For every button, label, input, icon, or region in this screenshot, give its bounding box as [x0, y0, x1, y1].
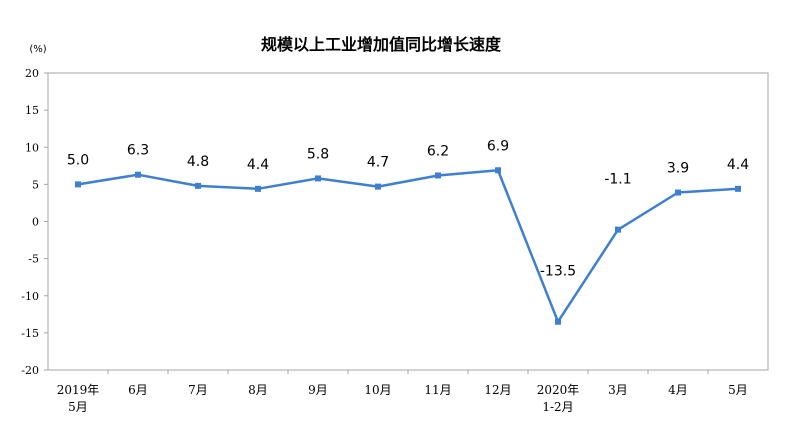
data-point	[315, 175, 321, 182]
x-tick-label: 11月	[424, 383, 451, 397]
data-point	[675, 189, 681, 196]
x-tick-label: 4月	[668, 383, 688, 397]
x-tick-label: 6月	[128, 383, 148, 397]
data-point	[375, 183, 381, 190]
data-label: 6.3	[127, 143, 149, 159]
x-tick-label-line: 5月	[68, 400, 88, 414]
x-tick-label-line: 8月	[248, 383, 268, 397]
x-tick-label: 3月	[608, 383, 628, 397]
data-point	[135, 171, 141, 178]
data-point	[435, 172, 441, 179]
x-tick-label-line: 6月	[128, 383, 148, 397]
data-label: 4.8	[187, 154, 209, 170]
y-tick-label: -10	[21, 290, 39, 303]
x-tick-label-line: 3月	[608, 383, 628, 397]
x-tick-label: 10月	[364, 383, 391, 397]
x-tick-label: 2019年 5月	[57, 383, 100, 414]
data-labels: 5.0 6.3 4.8 4.4 5.8 4.7 6.2 6.9 -13.5 -1.1 3.9 4.4	[67, 138, 749, 279]
data-label: 5.0	[67, 152, 89, 168]
data-label: 5.8	[307, 146, 329, 162]
data-label: 3.9	[667, 161, 689, 177]
y-unit-label: (%)	[29, 44, 46, 55]
data-point	[615, 226, 621, 233]
x-tick-label: 7月	[188, 383, 208, 397]
data-label: 4.4	[727, 157, 749, 173]
data-point	[195, 182, 201, 189]
y-tick-label: 0	[32, 216, 39, 229]
x-axis: 2019年 5月 6月 7月 8月 9月 10月 11月 12月 2020年 1-2月 3月 4月 5月	[57, 370, 748, 414]
data-point	[75, 181, 81, 188]
x-tick-label-line: 7月	[188, 383, 208, 397]
x-tick-label-line: 2020年	[537, 383, 580, 397]
x-tick-label-line: 10月	[364, 383, 391, 397]
data-label: -13.5	[540, 264, 576, 280]
x-tick-label-line: 11月	[424, 383, 451, 397]
data-point	[495, 167, 501, 174]
y-tick-label: -20	[21, 364, 39, 377]
data-markers	[75, 167, 741, 325]
plot-area-frame	[47, 72, 769, 371]
x-tick-label-line: 1-2月	[542, 400, 573, 414]
x-tick-label: 12月	[484, 383, 511, 397]
data-label: 6.9	[487, 138, 509, 154]
y-tick-label: 10	[25, 141, 39, 154]
x-tick-label-line: 5月	[728, 383, 748, 397]
data-point	[255, 185, 261, 192]
data-point	[735, 185, 741, 192]
x-tick-label-line: 2019年	[57, 383, 100, 397]
x-tick-label: 2020年 1-2月	[537, 383, 580, 414]
data-label: 4.7	[367, 155, 389, 171]
data-point	[555, 318, 561, 325]
y-tick-label: 20	[25, 67, 39, 80]
series-line	[77, 169, 739, 323]
y-tick-label: -15	[21, 327, 39, 340]
x-tick-label-line: 12月	[484, 383, 511, 397]
x-tick-label: 8月	[248, 383, 268, 397]
y-tick-label: 15	[25, 104, 39, 117]
x-tick-label: 9月	[308, 383, 328, 397]
data-label: 6.2	[427, 143, 449, 159]
x-tick-label-line: 4月	[668, 383, 688, 397]
x-tick-label-line: 9月	[308, 383, 328, 397]
y-axis: 20 15 10 5 0 -5 -10 -15 -20	[21, 67, 48, 377]
chart-title: 规模以上工业增加值同比增长速度	[261, 35, 502, 54]
x-tick-label: 5月	[728, 383, 748, 397]
data-label: -1.1	[604, 172, 631, 188]
y-tick-label: -5	[28, 253, 39, 266]
y-tick-label: 5	[32, 178, 39, 191]
data-label: 4.4	[247, 157, 269, 173]
